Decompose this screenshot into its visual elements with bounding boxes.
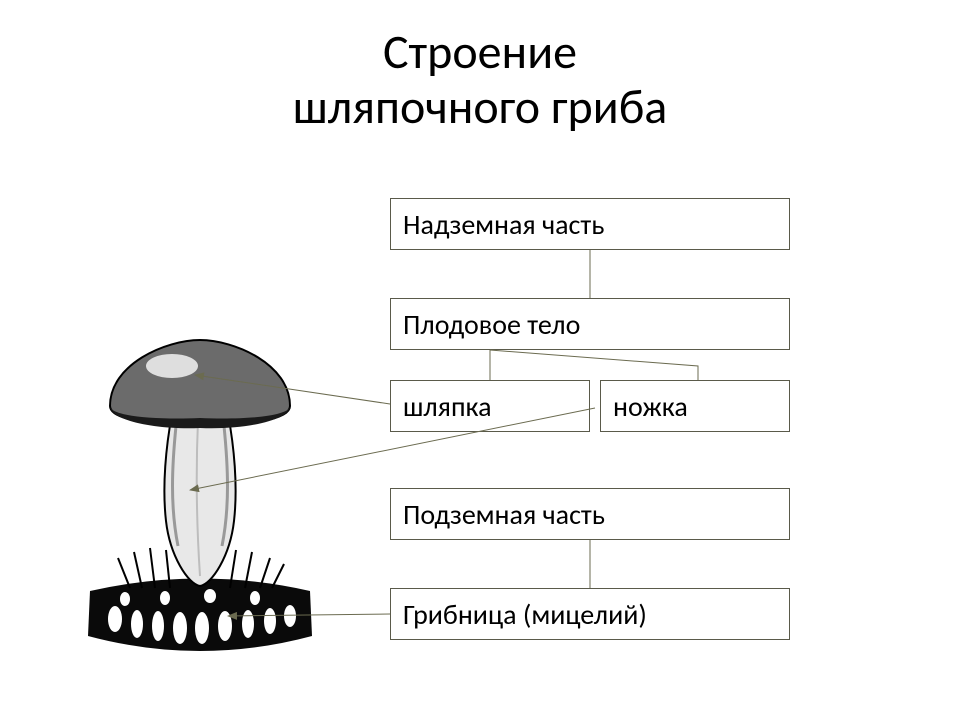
box-fruiting-body: Плодовое тело (390, 298, 790, 350)
title-line2: шляпочного гриба (293, 77, 668, 136)
box-below-ground-label: Подземная часть (403, 497, 605, 532)
title-line1: Строение (383, 22, 577, 81)
box-mycelium: Грибница (мицелий) (390, 588, 790, 640)
box-cap: шляпка (390, 380, 590, 432)
box-above-ground-label: Надземная часть (403, 207, 604, 242)
cap-icon (110, 340, 290, 428)
box-below-ground: Подземная часть (390, 488, 790, 540)
box-stem: ножка (600, 380, 790, 432)
box-mycelium-label: Грибница (мицелий) (403, 597, 647, 632)
box-above-ground: Надземная часть (390, 198, 790, 250)
connector-line (490, 350, 698, 380)
stem-icon (164, 414, 235, 586)
box-fruiting-body-label: Плодовое тело (403, 307, 580, 342)
mycelium-icon (88, 579, 312, 652)
box-stem-label: ножка (613, 389, 688, 424)
diagram-title: Строение шляпочного гриба (0, 24, 960, 134)
mushroom-illustration (70, 336, 330, 666)
box-cap-label: шляпка (403, 389, 492, 424)
